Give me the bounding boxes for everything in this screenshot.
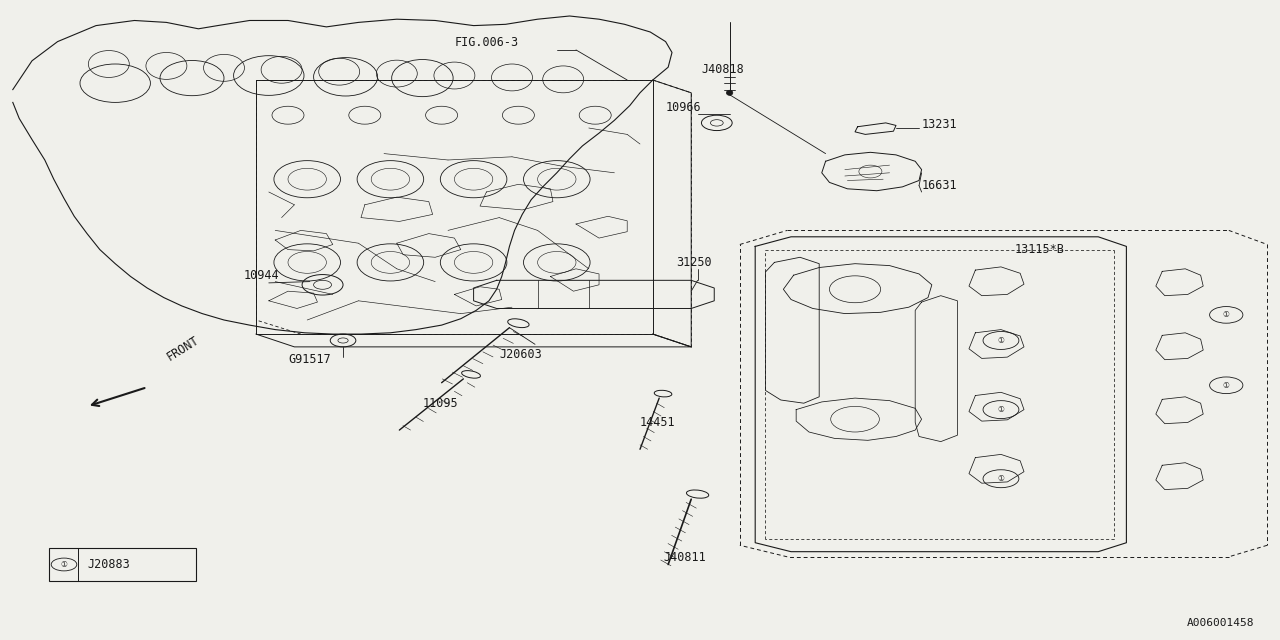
Text: 10966: 10966 (666, 101, 701, 114)
Text: J40818: J40818 (701, 63, 744, 76)
Text: 31250: 31250 (676, 256, 712, 269)
Text: ①: ① (997, 474, 1005, 483)
Text: J40811: J40811 (663, 552, 705, 564)
Text: J20883: J20883 (87, 558, 129, 571)
Text: 10944: 10944 (243, 269, 279, 282)
Text: ①: ① (1222, 381, 1230, 390)
Text: ①: ① (60, 560, 68, 569)
Text: 13231: 13231 (922, 118, 957, 131)
Text: FRONT: FRONT (164, 333, 201, 364)
Text: ①: ① (997, 336, 1005, 345)
Text: 11095: 11095 (422, 397, 458, 410)
Text: J20603: J20603 (499, 348, 541, 361)
Text: 14451: 14451 (640, 416, 676, 429)
Text: 13115*B: 13115*B (1015, 243, 1065, 256)
Text: G91517: G91517 (288, 353, 330, 366)
Text: A006001458: A006001458 (1187, 618, 1254, 628)
Text: 16631: 16631 (922, 179, 957, 192)
Text: ①: ① (1222, 310, 1230, 319)
Ellipse shape (726, 90, 732, 95)
Text: FIG.006-3: FIG.006-3 (454, 36, 518, 49)
Text: ①: ① (997, 405, 1005, 414)
